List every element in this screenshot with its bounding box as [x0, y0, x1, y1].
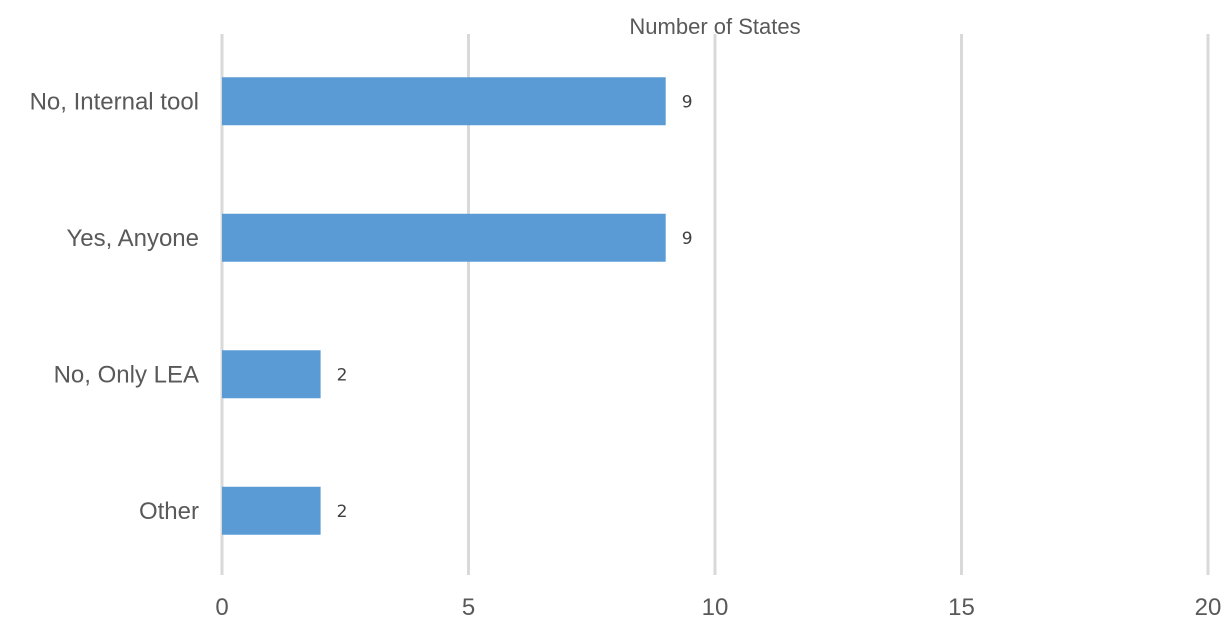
x-tick-label: 5	[462, 594, 475, 620]
x-tick-label: 15	[948, 594, 975, 620]
bars	[222, 77, 666, 535]
category-label: Yes, Anyone	[66, 225, 199, 252]
category-label: No, Internal tool	[30, 88, 199, 115]
x-tick-label: 20	[1195, 594, 1222, 620]
labels: 0 5 10 15 20 No, Internal tool 9 Yes, Anyone 9 No…	[30, 88, 1222, 620]
data-label: 2	[337, 502, 348, 522]
category-label: Other	[139, 498, 199, 525]
x-tick-label: 0	[215, 594, 228, 620]
data-label: 9	[682, 229, 693, 249]
x-tick-label: 10	[702, 594, 729, 620]
bar	[222, 350, 321, 399]
data-label: 9	[682, 92, 693, 112]
bar	[222, 213, 666, 262]
bar	[222, 77, 666, 126]
category-label: No, Only LEA	[54, 361, 199, 388]
x-axis-title: Number of States	[629, 14, 800, 39]
data-label: 2	[337, 365, 348, 385]
bar	[222, 486, 321, 535]
